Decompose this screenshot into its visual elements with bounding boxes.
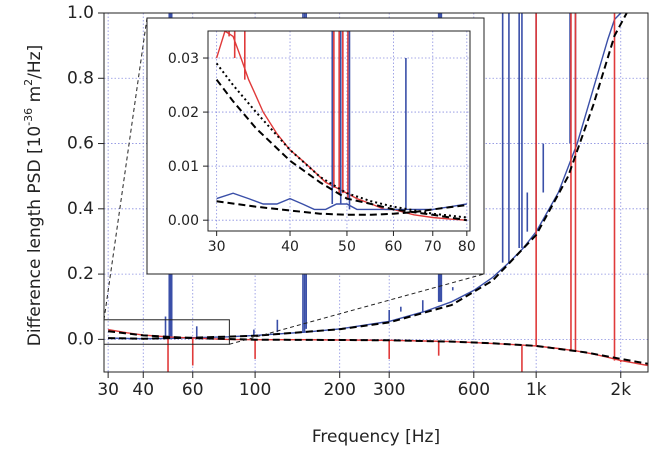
inset-series-4-line <box>216 200 467 216</box>
main-y-tick-label: 0.4 <box>67 199 94 219</box>
y-axis-label-prefix: Difference length PSD [10 <box>25 126 45 346</box>
inset-series-4 <box>216 200 467 216</box>
inset-plot-frame <box>207 30 471 232</box>
main-x-ticks: 30 40 60 100 200 300 600 1k 2k <box>97 372 631 400</box>
main-x-tick-label: 200 <box>323 380 355 400</box>
main-series-3 <box>107 330 648 365</box>
main-y-ticks: 0.0 0.2 0.4 0.6 0.8 1.0 <box>67 3 104 349</box>
main-y-tick-label: 0.8 <box>67 68 94 88</box>
main-x-tick-label: 1k <box>526 380 547 400</box>
main-series-3-line <box>107 330 648 365</box>
main-y-tick-label: 0.2 <box>67 264 94 284</box>
y-axis-label-mid: m <box>25 86 45 108</box>
x-axis-label: Frequency [Hz] <box>312 427 440 447</box>
inset-y-tick-label: 0.02 <box>168 105 199 121</box>
zoom-leader-top <box>103 17 148 320</box>
inset-x-tick-label: 50 <box>338 239 356 255</box>
main-series-1-line <box>107 328 648 367</box>
zoom-leader-bottom <box>229 273 485 345</box>
main-x-tick-label: 300 <box>373 380 405 400</box>
zoom-region-marker <box>103 17 485 345</box>
inset-x-ticks: 30 40 50 60 70 80 <box>208 231 476 255</box>
inset-x-tick-label: 40 <box>281 239 299 255</box>
inset-series-2 <box>215 78 467 222</box>
main-series-2-line <box>108 13 628 340</box>
y-axis-label: Difference length PSD [10-36 m2/Hz] <box>22 45 45 346</box>
inset-series-1 <box>216 31 467 211</box>
main-y-tick-label: 0.0 <box>67 329 94 349</box>
main-y-tick-label: 0.6 <box>67 134 94 154</box>
zoom-region-box <box>103 319 230 345</box>
inset-x-tick-label: 60 <box>385 239 403 255</box>
y-axis-label-exp2: 2 <box>22 79 35 86</box>
inset-y-tick-label: 0.01 <box>168 159 199 175</box>
inset-x-tick-label: 70 <box>424 239 442 255</box>
main-x-tick-label: 100 <box>239 380 271 400</box>
y-axis-label-exp1: -36 <box>22 108 35 126</box>
inset-panel: 30 40 50 60 70 80 0.00 0.01 0.02 0.03 <box>146 17 485 275</box>
y-axis-label-suffix: /Hz] <box>25 45 45 79</box>
inset-series-group <box>215 31 467 222</box>
inset-series-1-line <box>216 192 467 211</box>
inset-x-tick-label: 80 <box>458 239 476 255</box>
main-x-tick-label: 2k <box>610 380 631 400</box>
inset-y-tick-label: 0.03 <box>168 51 199 67</box>
main-x-tick-label: 60 <box>182 380 204 400</box>
main-y-tick-label: 1.0 <box>67 3 94 23</box>
inset-y-tick-label: 0.00 <box>168 213 199 229</box>
inset-y-ticks: 0.00 0.01 0.02 0.03 <box>168 51 208 229</box>
main-x-tick-label: 40 <box>132 380 154 400</box>
main-x-tick-label: 600 <box>458 380 490 400</box>
main-series-2 <box>108 13 628 340</box>
main-plot-frame <box>103 12 649 373</box>
inset-series-2-line <box>215 78 467 222</box>
inset-x-tick-label: 30 <box>208 239 226 255</box>
main-x-tick-label: 30 <box>97 380 119 400</box>
